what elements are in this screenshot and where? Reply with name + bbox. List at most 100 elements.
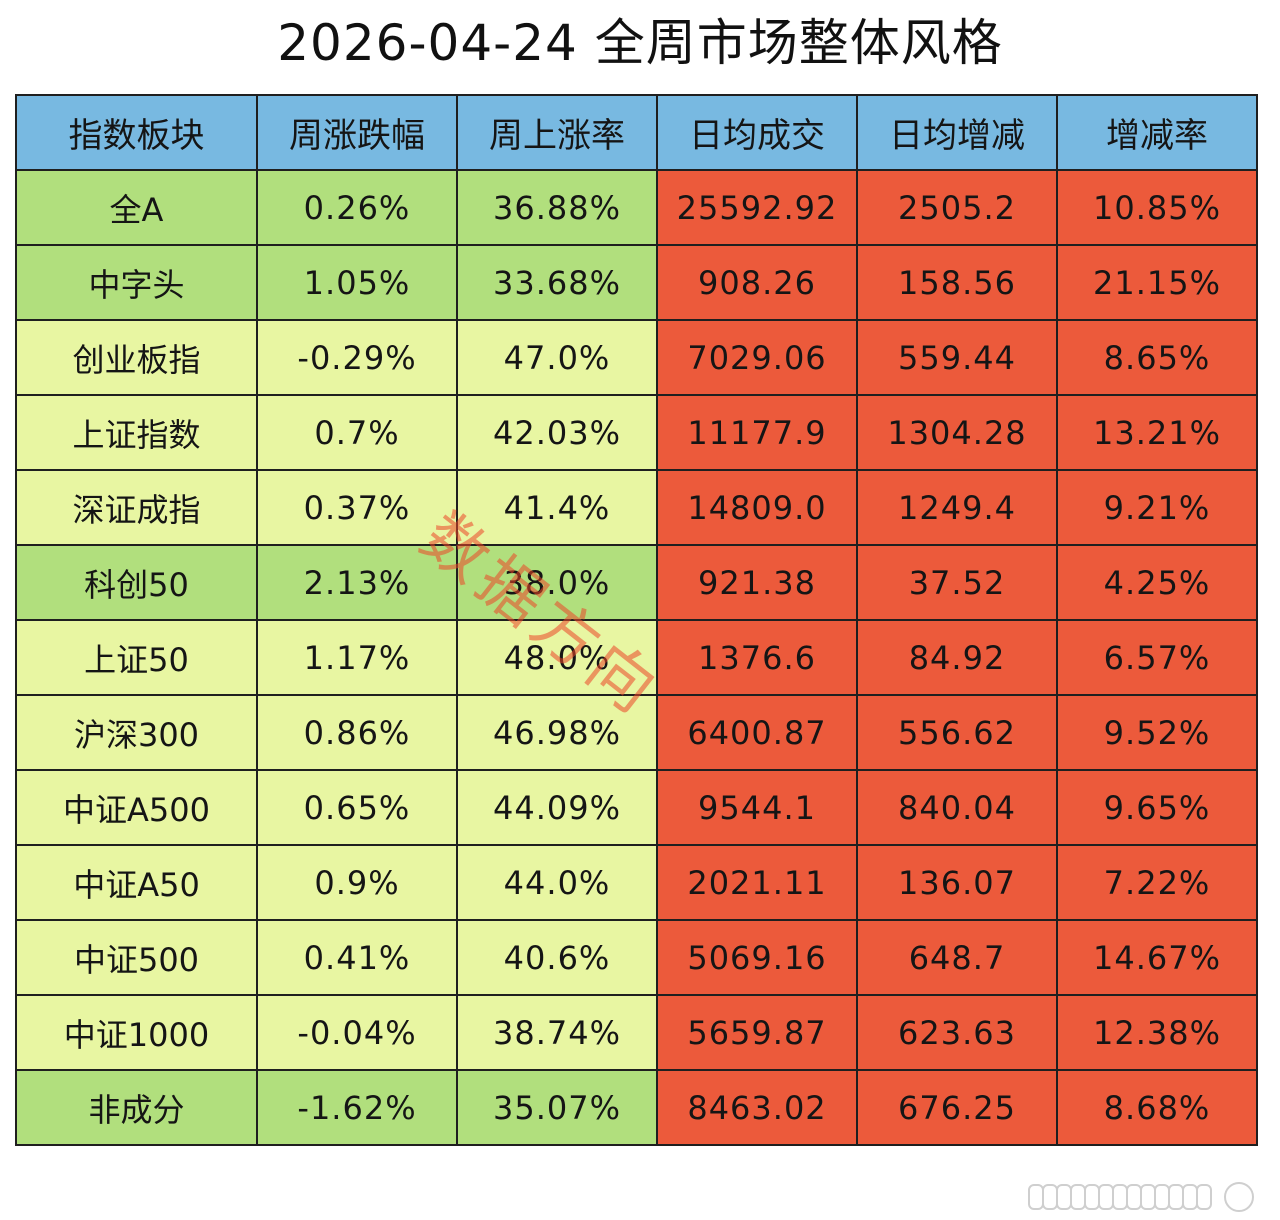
- table-row: 中字头 1.05% 33.68% 908.26 158.56 21.15%: [15, 244, 1258, 321]
- cell-weekly-up-rate: 40.6%: [456, 919, 658, 996]
- cell-index-name: 全A: [15, 169, 258, 246]
- cell-weekly-change: 1.05%: [256, 244, 458, 321]
- header-daily-avg-volume: 日均成交: [656, 94, 858, 171]
- cell-daily-avg-volume: 8463.02: [656, 1069, 858, 1146]
- cell-daily-avg-diff: 2505.2: [856, 169, 1058, 246]
- cell-daily-avg-volume: 2021.11: [656, 844, 858, 921]
- cell-weekly-change: 0.86%: [256, 694, 458, 771]
- cell-daily-avg-volume: 9544.1: [656, 769, 858, 846]
- cell-index-name: 非成分: [15, 1069, 258, 1146]
- cell-daily-avg-volume: 14809.0: [656, 469, 858, 546]
- cell-daily-avg-volume: 6400.87: [656, 694, 858, 771]
- cell-daily-avg-diff: 559.44: [856, 319, 1058, 396]
- cell-index-name: 中证A50: [15, 844, 258, 921]
- cell-index-name: 上证指数: [15, 394, 258, 471]
- cell-daily-avg-diff: 158.56: [856, 244, 1058, 321]
- header-diff-rate: 增减率: [1056, 94, 1258, 171]
- cell-index-name: 中证1000: [15, 994, 258, 1071]
- table-row: 创业板指 -0.29% 47.0% 7029.06 559.44 8.65%: [15, 319, 1258, 396]
- cell-weekly-change: -0.04%: [256, 994, 458, 1071]
- cell-weekly-change: -0.29%: [256, 319, 458, 396]
- cell-daily-avg-volume: 5659.87: [656, 994, 858, 1071]
- table-row: 上证指数 0.7% 42.03% 11177.9 1304.28 13.21%: [15, 394, 1258, 471]
- pager-indicator[interactable]: [1028, 1184, 1212, 1210]
- cell-diff-rate: 4.25%: [1056, 544, 1258, 621]
- cell-diff-rate: 8.68%: [1056, 1069, 1258, 1146]
- market-style-table: 指数板块 周涨跌幅 周上涨率 日均成交 日均增减 增减率 全A 0.26% 36.8…: [15, 94, 1258, 1146]
- cell-daily-avg-diff: 1304.28: [856, 394, 1058, 471]
- cell-daily-avg-diff: 1249.4: [856, 469, 1058, 546]
- cell-weekly-up-rate: 47.0%: [456, 319, 658, 396]
- cell-daily-avg-volume: 25592.92: [656, 169, 858, 246]
- cell-weekly-change: 0.37%: [256, 469, 458, 546]
- cell-weekly-change: -1.62%: [256, 1069, 458, 1146]
- cell-daily-avg-diff: 556.62: [856, 694, 1058, 771]
- cell-index-name: 上证50: [15, 619, 258, 696]
- cell-daily-avg-diff: 136.07: [856, 844, 1058, 921]
- table-row: 科创50 2.13% 38.0% 921.38 37.52 4.25%: [15, 544, 1258, 621]
- cell-index-name: 深证成指: [15, 469, 258, 546]
- cell-daily-avg-volume: 921.38: [656, 544, 858, 621]
- cell-daily-avg-diff: 84.92: [856, 619, 1058, 696]
- cell-diff-rate: 13.21%: [1056, 394, 1258, 471]
- cell-daily-avg-diff: 840.04: [856, 769, 1058, 846]
- cell-daily-avg-diff: 648.7: [856, 919, 1058, 996]
- cell-diff-rate: 10.85%: [1056, 169, 1258, 246]
- table-row: 全A 0.26% 36.88% 25592.92 2505.2 10.85%: [15, 169, 1258, 246]
- cell-weekly-change: 2.13%: [256, 544, 458, 621]
- table-row: 中证500 0.41% 40.6% 5069.16 648.7 14.67%: [15, 919, 1258, 996]
- more-options-icon[interactable]: [1224, 1182, 1254, 1212]
- cell-daily-avg-volume: 5069.16: [656, 919, 858, 996]
- cell-index-name: 中字头: [15, 244, 258, 321]
- cell-diff-rate: 9.65%: [1056, 769, 1258, 846]
- pager-segment: [1196, 1184, 1212, 1210]
- cell-weekly-up-rate: 35.07%: [456, 1069, 658, 1146]
- header-weekly-up-rate: 周上涨率: [456, 94, 658, 171]
- header-weekly-change: 周涨跌幅: [256, 94, 458, 171]
- cell-daily-avg-volume: 1376.6: [656, 619, 858, 696]
- table-row: 中证A50 0.9% 44.0% 2021.11 136.07 7.22%: [15, 844, 1258, 921]
- table-row: 非成分 -1.62% 35.07% 8463.02 676.25 8.68%: [15, 1069, 1258, 1146]
- cell-daily-avg-diff: 623.63: [856, 994, 1058, 1071]
- cell-weekly-up-rate: 36.88%: [456, 169, 658, 246]
- cell-weekly-up-rate: 44.0%: [456, 844, 658, 921]
- cell-weekly-up-rate: 41.4%: [456, 469, 658, 546]
- cell-daily-avg-volume: 11177.9: [656, 394, 858, 471]
- table-row: 中证A500 0.65% 44.09% 9544.1 840.04 9.65%: [15, 769, 1258, 846]
- cell-daily-avg-volume: 7029.06: [656, 319, 858, 396]
- cell-diff-rate: 8.65%: [1056, 319, 1258, 396]
- cell-weekly-up-rate: 38.0%: [456, 544, 658, 621]
- table-row: 中证1000 -0.04% 38.74% 5659.87 623.63 12.38%: [15, 994, 1258, 1071]
- cell-weekly-up-rate: 44.09%: [456, 769, 658, 846]
- cell-weekly-up-rate: 33.68%: [456, 244, 658, 321]
- header-daily-avg-diff: 日均增减: [856, 94, 1058, 171]
- cell-weekly-up-rate: 38.74%: [456, 994, 658, 1071]
- cell-index-name: 创业板指: [15, 319, 258, 396]
- table-body: 全A 0.26% 36.88% 25592.92 2505.2 10.85% 中字头 1.05…: [15, 169, 1258, 1146]
- cell-weekly-up-rate: 42.03%: [456, 394, 658, 471]
- cell-weekly-up-rate: 48.0%: [456, 619, 658, 696]
- table-row: 上证50 1.17% 48.0% 1376.6 84.92 6.57%: [15, 619, 1258, 696]
- header-index-sector: 指数板块: [15, 94, 258, 171]
- table-header-row: 指数板块 周涨跌幅 周上涨率 日均成交 日均增减 增减率: [15, 94, 1258, 171]
- cell-weekly-change: 1.17%: [256, 619, 458, 696]
- cell-weekly-change: 0.9%: [256, 844, 458, 921]
- cell-daily-avg-diff: 37.52: [856, 544, 1058, 621]
- cell-daily-avg-diff: 676.25: [856, 1069, 1058, 1146]
- cell-daily-avg-volume: 908.26: [656, 244, 858, 321]
- cell-weekly-change: 0.41%: [256, 919, 458, 996]
- cell-index-name: 中证A500: [15, 769, 258, 846]
- cell-diff-rate: 12.38%: [1056, 994, 1258, 1071]
- cell-weekly-up-rate: 46.98%: [456, 694, 658, 771]
- cell-index-name: 科创50: [15, 544, 258, 621]
- page-title: 2026-04-24 全周市场整体风格: [277, 14, 1003, 72]
- cell-diff-rate: 9.52%: [1056, 694, 1258, 771]
- cell-diff-rate: 6.57%: [1056, 619, 1258, 696]
- cell-weekly-change: 0.65%: [256, 769, 458, 846]
- cell-weekly-change: 0.26%: [256, 169, 458, 246]
- cell-diff-rate: 21.15%: [1056, 244, 1258, 321]
- cell-index-name: 沪深300: [15, 694, 258, 771]
- image-controls: [994, 1180, 1254, 1214]
- table-row: 深证成指 0.37% 41.4% 14809.0 1249.4 9.21%: [15, 469, 1258, 546]
- cell-weekly-change: 0.7%: [256, 394, 458, 471]
